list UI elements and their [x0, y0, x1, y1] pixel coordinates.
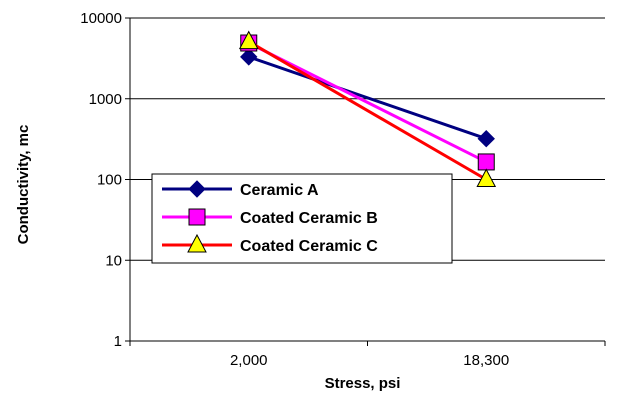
series-line [248, 55, 487, 141]
series-1 [240, 48, 495, 148]
y-tick-label: 1000 [89, 91, 122, 108]
x-tick-label: 18,300 [463, 352, 509, 369]
x-axis-label: Stress, psi [325, 375, 401, 392]
data-point [476, 168, 497, 187]
y-tick-label: 1 [114, 333, 122, 350]
series-line [247, 40, 488, 181]
legend-label: Coated Ceramic B [240, 210, 378, 227]
legend-label: Coated Ceramic C [240, 238, 378, 255]
y-tick-label: 100 [97, 172, 122, 189]
axes [125, 17, 606, 346]
y-tick-label: 10000 [80, 10, 122, 27]
series-3 [238, 30, 497, 187]
legend-marker [188, 208, 206, 226]
legend-label: Ceramic A [240, 182, 319, 199]
legend-marker [188, 180, 206, 198]
x-tick-label: 2,000 [230, 352, 268, 369]
y-tick-label: 10 [105, 252, 122, 269]
legend-marker [187, 233, 207, 253]
x-tick-labels: 2,000 18,300 [230, 352, 509, 369]
y-axis-label: Conductivity, mc [15, 125, 32, 245]
data-point [240, 48, 258, 66]
y-tick-labels: 1 10 100 1000 10000 [80, 10, 122, 350]
series-line [248, 41, 487, 164]
data-point [477, 153, 495, 171]
legend: Ceramic A Coated Ceramic B Coated Ceramic … [151, 173, 453, 264]
data-point [238, 30, 259, 50]
series-2 [240, 34, 495, 171]
data-point [477, 130, 495, 148]
series-group [238, 30, 497, 187]
